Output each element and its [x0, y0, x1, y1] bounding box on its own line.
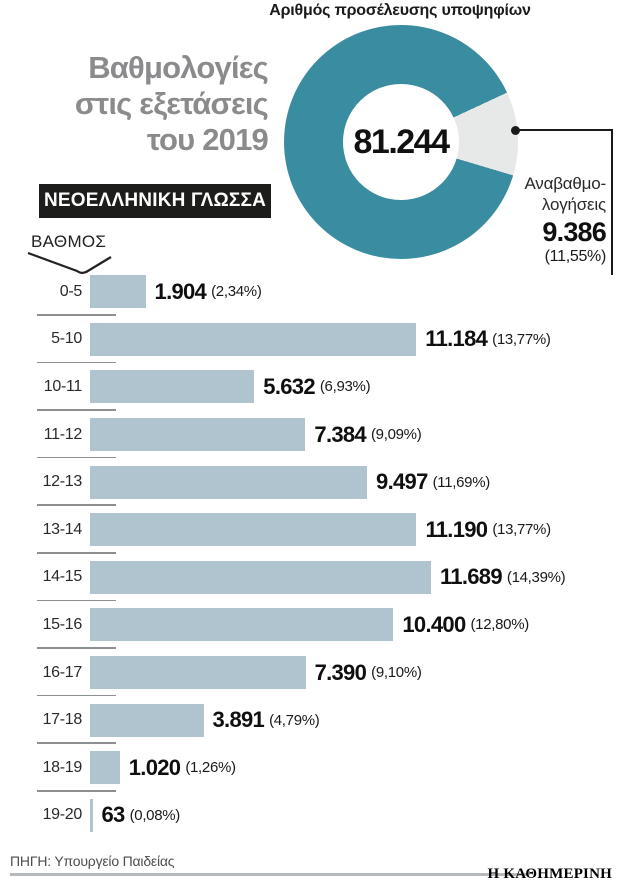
bar-percentage-label: (0,08%)	[129, 806, 181, 824]
bar-percentage-label: (4,79%)	[269, 711, 320, 729]
bar-percentage-label: (6,93%)	[319, 378, 371, 396]
row-category-label: 14-15	[42, 568, 83, 586]
bar	[90, 560, 431, 594]
bar-percentage-label: (13,77%)	[492, 521, 551, 539]
bar-value-label: 63	[101, 802, 126, 828]
bar-value-label: 1.020	[128, 754, 181, 780]
bar	[90, 370, 255, 404]
subject-badge: ΝΕΟΕΛΛΗΝΙΚΗ ΓΛΩΣΣΑ	[39, 184, 271, 218]
callout-leader-line-horizontal	[515, 129, 613, 131]
bar	[90, 513, 417, 547]
footer-divider	[10, 873, 528, 876]
bar-value-label: 5.632	[263, 373, 315, 399]
publisher-logo: Η ΚΑΘΗΜΕΡΙΝΗ	[487, 866, 612, 882]
bar-percentage-label: (13,77%)	[492, 330, 551, 348]
donut-total-value: 81.244	[353, 122, 451, 161]
bar-value-label: 11.689	[440, 564, 503, 590]
bar-value-label: 1.904	[154, 278, 207, 304]
regrades-callout: Αναβαθμο- λογήσεις 9.386 (11,55%)	[436, 173, 606, 266]
donut-chart-title: Αριθμός προσέλευσης υποψηφίων	[269, 2, 531, 19]
row-category-label: 12-13	[42, 473, 83, 491]
donut-center: 81.244	[343, 84, 459, 200]
page-title-line: Βαθμολογίες	[88, 50, 269, 85]
bar-row: 17-18 3.891 (4,79%)	[0, 696, 620, 744]
bar-percentage-label: (2,34%)	[211, 283, 262, 301]
page-title-line: στις εξετάσεις	[74, 86, 269, 121]
bar-value-label: 9.497	[376, 469, 428, 495]
bar	[90, 798, 93, 832]
bar-value-label: 11.184	[425, 326, 488, 352]
callout-leader-line-vertical	[611, 129, 613, 275]
regrades-label-line: λογήσεις	[541, 195, 606, 214]
bar-value-label: 7.384	[314, 421, 366, 447]
grade-axis-chevron-icon	[27, 251, 112, 274]
page-title: Βαθμολογίες στις εξετάσεις του 2019	[0, 50, 269, 158]
row-category-label: 16-17	[42, 663, 83, 681]
bar-row: 0-5 1.904 (2,34%)	[0, 268, 620, 316]
bar-row: 13-14 11.190 (13,77%)	[0, 506, 620, 554]
row-category-label: 5-10	[51, 330, 82, 348]
bar	[90, 465, 368, 499]
row-category-label: 13-14	[42, 520, 83, 538]
bar-percentage-label: (9,09%)	[370, 426, 422, 444]
row-category-label: 0-5	[59, 282, 83, 300]
regrades-value: 9.386	[542, 217, 606, 247]
row-category-label: 15-16	[42, 615, 83, 633]
bar-row: 19-20 63 (0,08%)	[0, 792, 620, 840]
bar-row: 14-15 11.689 (14,39%)	[0, 554, 620, 602]
bar-row: 16-17 7.390 (9,10%)	[0, 649, 620, 697]
row-category-label: 17-18	[42, 711, 83, 729]
bar-value-label: 10.400	[402, 611, 466, 637]
bar-percentage-label: (12,80%)	[470, 616, 529, 634]
row-category-label: 19-20	[42, 806, 83, 824]
bar-percentage-label: (14,39%)	[506, 568, 566, 586]
bar-percentage-label: (11,69%)	[432, 473, 491, 491]
regrades-callout-label: Αναβαθμο- λογήσεις	[436, 173, 606, 215]
bar-percentage-label: (1,26%)	[185, 759, 236, 777]
regrades-label-line: Αναβαθμο-	[524, 174, 606, 193]
grade-axis-label: ΒΑΘΜΟΣ	[31, 232, 107, 251]
row-category-label: 10-11	[43, 377, 83, 395]
bar	[90, 751, 120, 785]
bar	[90, 418, 306, 452]
bar-row: 10-11 5.632 (6,93%)	[0, 363, 620, 411]
source-note: ΠΗΓΗ: Υπουργείο Παιδείας	[10, 853, 175, 869]
bar	[90, 322, 417, 356]
row-category-label: 18-19	[42, 758, 83, 776]
regrades-percentage: (11,55%)	[544, 248, 607, 265]
grade-bar-chart: 0-5 1.904 (2,34%) 5-10 11.184 (13,77%) 10-11 5.…	[0, 268, 620, 839]
donut-chart: 81.244	[284, 25, 518, 259]
bar	[90, 608, 394, 642]
bar-value-label: 3.891	[212, 707, 265, 733]
page-title-line: του 2019	[146, 122, 269, 157]
bar-row: 12-13 9.497 (11,69%)	[0, 458, 620, 506]
bar-row: 11-12 7.384 (9,09%)	[0, 411, 620, 459]
bar-percentage-label: (9,10%)	[371, 664, 422, 682]
bar	[90, 703, 204, 737]
bar-row: 15-16 10.400 (12,80%)	[0, 601, 620, 649]
bar-value-label: 7.390	[314, 659, 367, 685]
bar-row: 5-10 11.184 (13,77%)	[0, 316, 620, 364]
bar	[90, 275, 146, 309]
bar	[90, 656, 306, 690]
bar-value-label: 11.190	[425, 516, 488, 542]
row-category-label: 11-12	[43, 425, 83, 443]
bar-row: 18-19 1.020 (1,26%)	[0, 744, 620, 792]
